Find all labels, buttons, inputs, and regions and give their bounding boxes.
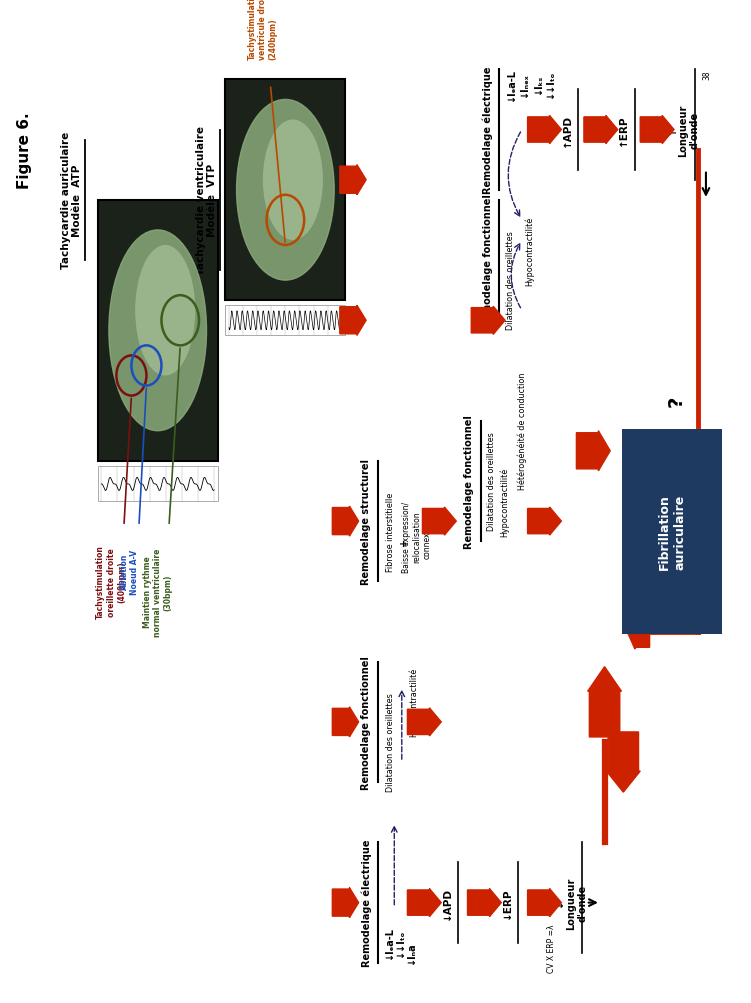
Polygon shape	[339, 306, 366, 336]
Ellipse shape	[237, 100, 334, 281]
Text: Dilatation des oreillettes: Dilatation des oreillettes	[487, 432, 496, 531]
Text: Fibrillation
auriculaire: Fibrillation auriculaire	[658, 493, 686, 570]
Text: Hypocontractilité: Hypocontractilité	[409, 668, 418, 736]
Text: Remodelage électrique: Remodelage électrique	[361, 840, 372, 966]
Text: ↓Iₑa-L: ↓Iₑa-L	[505, 69, 516, 101]
Polygon shape	[332, 707, 359, 737]
Text: 38: 38	[702, 70, 711, 80]
Polygon shape	[472, 307, 505, 335]
Polygon shape	[422, 508, 457, 536]
Polygon shape	[407, 889, 442, 917]
Polygon shape	[577, 431, 610, 471]
Text: ↓Iₙa: ↓Iₙa	[406, 942, 417, 964]
Text: Fibrose interstitielle: Fibrose interstitielle	[386, 492, 395, 571]
Text: Tachycardie auriculaire
Modèle  ATP: Tachycardie auriculaire Modèle ATP	[61, 132, 82, 269]
Text: Remodelage électrique: Remodelage électrique	[483, 67, 493, 194]
Polygon shape	[584, 116, 617, 144]
Text: Remodelage structurel: Remodelage structurel	[361, 458, 372, 585]
Text: ↓
Longueur
d'onde: ↓ Longueur d'onde	[554, 877, 587, 929]
FancyBboxPatch shape	[622, 429, 722, 634]
Text: Remodelage fonctionnel: Remodelage fonctionnel	[361, 655, 372, 789]
Text: +: +	[399, 538, 409, 546]
Ellipse shape	[263, 120, 323, 241]
Text: ↓↓Iₜₒ: ↓↓Iₜₒ	[395, 929, 406, 957]
Text: ?: ?	[666, 395, 686, 407]
Polygon shape	[467, 889, 502, 917]
Polygon shape	[588, 667, 622, 737]
Polygon shape	[527, 116, 561, 144]
Text: ↑ERP: ↑ERP	[618, 114, 629, 146]
Text: ↓Iₙₑₓ: ↓Iₙₑₓ	[519, 73, 529, 97]
Text: ↓Iₖₛ: ↓Iₖₛ	[532, 75, 543, 95]
Text: Hétérogénéité de conduction: Hétérogénéité de conduction	[517, 373, 526, 489]
FancyBboxPatch shape	[225, 306, 345, 336]
FancyBboxPatch shape	[225, 80, 345, 301]
Text: Tachystimulation
oreillette droite
(400bpm): Tachystimulation oreillette droite (400b…	[96, 545, 126, 619]
Text: Tachycardie ventriculaire
Modèle  VTP: Tachycardie ventriculaire Modèle VTP	[196, 126, 217, 275]
Text: ↓Iₑa-L: ↓Iₑa-L	[384, 927, 394, 959]
Text: Dilatation des oreillettes: Dilatation des oreillettes	[386, 693, 395, 791]
Polygon shape	[332, 507, 359, 537]
Polygon shape	[640, 116, 674, 144]
Text: Baisse expression/
relocalisation
connexines: Baisse expression/ relocalisation connex…	[402, 502, 432, 572]
Text: ↑
Longueur
d'onde: ↑ Longueur d'onde	[667, 104, 700, 156]
Text: Figure 6.: Figure 6.	[17, 112, 32, 189]
Text: ↓APD: ↓APD	[442, 887, 452, 919]
Text: Remodelage fonctionnel: Remodelage fonctionnel	[483, 194, 493, 328]
Text: Ablation
Noeud A-V: Ablation Noeud A-V	[119, 550, 139, 594]
Polygon shape	[607, 732, 640, 792]
Text: Dilatation des oreillettes: Dilatation des oreillettes	[506, 232, 515, 330]
Polygon shape	[407, 708, 442, 736]
FancyBboxPatch shape	[98, 466, 218, 502]
Polygon shape	[339, 165, 366, 196]
Ellipse shape	[135, 246, 195, 376]
Text: Hypocontractilité: Hypocontractilité	[500, 467, 509, 536]
Text: Tachystimulation
ventricule droit
(240bpm): Tachystimulation ventricule droit (240bp…	[248, 0, 278, 60]
Polygon shape	[527, 508, 561, 536]
Polygon shape	[332, 888, 359, 918]
Polygon shape	[527, 889, 561, 917]
Text: ↓ERP: ↓ERP	[502, 887, 512, 919]
FancyBboxPatch shape	[98, 201, 218, 461]
Ellipse shape	[109, 231, 207, 431]
Text: Hypocontractilité: Hypocontractilité	[525, 217, 534, 285]
Text: Maintien rythme
normal ventriculaire
(30bpm): Maintien rythme normal ventriculaire (30…	[143, 548, 173, 636]
Text: Remodelage fonctionnel: Remodelage fonctionnel	[464, 414, 475, 549]
Text: ↓↓Iₜₒ: ↓↓Iₜₒ	[544, 71, 555, 99]
Text: ↑APD: ↑APD	[562, 114, 572, 146]
Polygon shape	[627, 614, 650, 650]
Text: CV X ERP =λ: CV X ERP =λ	[547, 924, 556, 972]
